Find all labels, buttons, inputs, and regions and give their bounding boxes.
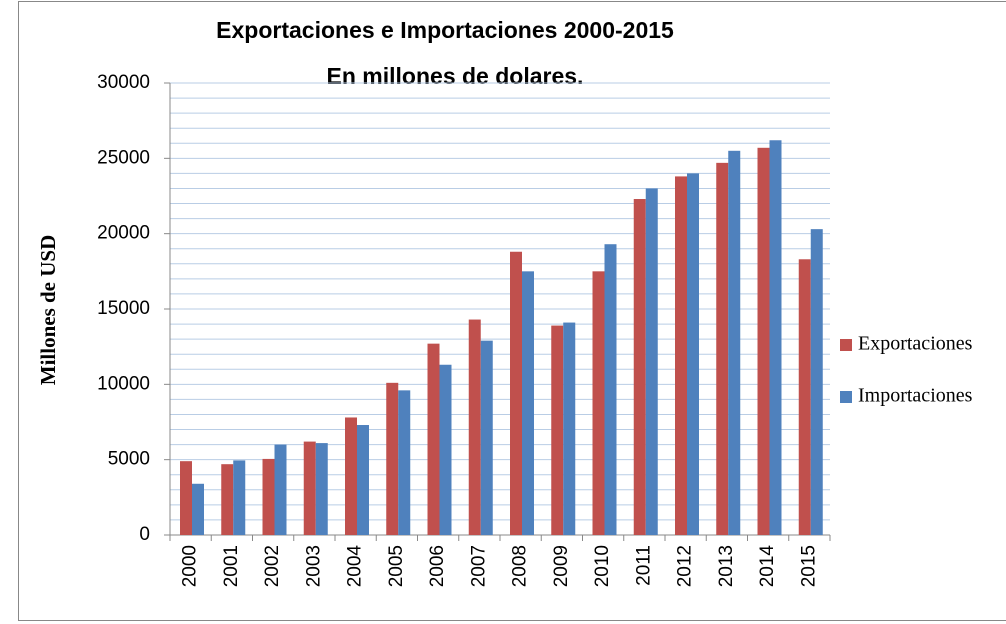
y-tick-label: 10000 xyxy=(97,373,150,394)
x-tick-label: 2014 xyxy=(757,545,778,588)
bar xyxy=(675,176,687,535)
bar xyxy=(522,271,534,535)
x-tick-label: 2009 xyxy=(551,545,572,587)
bar xyxy=(274,444,287,535)
y-axis-label: Millones de USD xyxy=(36,235,60,386)
x-tick-label: 2011 xyxy=(633,545,654,586)
x-tick-label: 2008 xyxy=(510,545,531,587)
y-tick-label: 30000 xyxy=(97,72,150,93)
x-tick-label: 2003 xyxy=(303,545,324,587)
legend-label: Importaciones xyxy=(858,385,973,407)
bar xyxy=(769,140,782,535)
y-tick-label: 15000 xyxy=(97,298,150,319)
bar xyxy=(439,364,452,535)
bar xyxy=(345,417,357,535)
chart-title: Exportaciones e Importaciones 2000-2015 xyxy=(216,17,674,43)
bar xyxy=(398,390,411,535)
bar xyxy=(551,325,564,535)
bar xyxy=(427,343,440,535)
bar xyxy=(262,458,275,535)
bar xyxy=(645,188,658,535)
x-tick-label: 2013 xyxy=(716,545,737,587)
x-tick-label: 2010 xyxy=(592,545,613,587)
x-tick-label: 2015 xyxy=(798,545,819,587)
bar xyxy=(386,382,399,535)
x-tick-label: 2006 xyxy=(427,545,448,587)
bar xyxy=(716,162,729,535)
bar xyxy=(192,483,204,535)
x-tick-label: 2005 xyxy=(386,545,407,587)
bar xyxy=(233,460,246,535)
bar xyxy=(592,271,605,535)
y-tick-label: 25000 xyxy=(97,147,150,168)
bar xyxy=(315,443,328,535)
legend-label: Exportaciones xyxy=(858,333,973,355)
x-tick-label: 2004 xyxy=(345,545,366,588)
y-tick-label: 0 xyxy=(139,524,150,545)
bar xyxy=(810,229,823,535)
y-tick-label: 20000 xyxy=(97,223,150,244)
bar xyxy=(357,425,369,535)
bar xyxy=(510,251,522,535)
bar xyxy=(687,173,699,535)
bar xyxy=(563,322,576,535)
bar xyxy=(221,464,234,535)
y-tick-label: 5000 xyxy=(108,449,150,470)
bar xyxy=(604,244,617,536)
chart-subtitle: En millones de dolares. xyxy=(327,63,584,89)
x-tick-label: 2012 xyxy=(675,545,696,587)
bar xyxy=(798,259,811,535)
legend-swatch xyxy=(840,339,852,351)
bar xyxy=(728,150,741,536)
bar xyxy=(480,340,493,535)
bar xyxy=(633,199,646,535)
legend-swatch xyxy=(840,391,852,403)
bar xyxy=(303,441,316,535)
bar xyxy=(180,461,192,535)
bar xyxy=(757,147,770,535)
x-tick-label: 2001 xyxy=(221,545,242,587)
x-tick-label: 2000 xyxy=(180,545,201,587)
x-tick-label: 2007 xyxy=(468,545,489,587)
bar xyxy=(468,319,481,535)
x-tick-label: 2002 xyxy=(262,545,283,587)
